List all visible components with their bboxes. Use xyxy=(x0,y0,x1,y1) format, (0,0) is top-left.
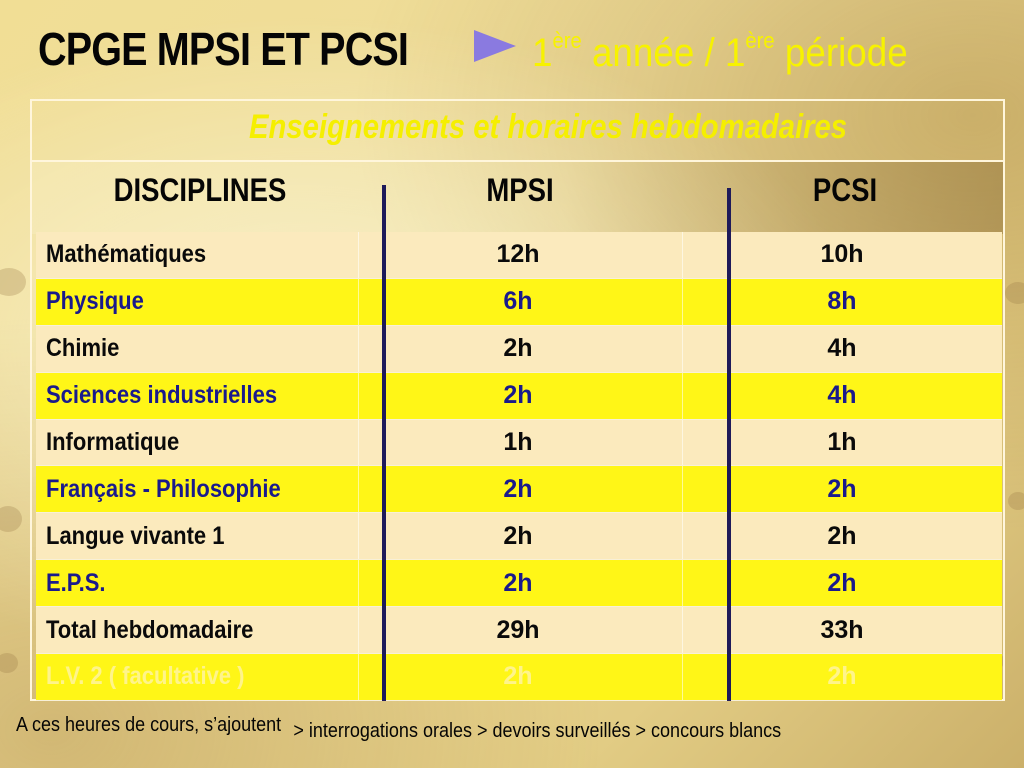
mpsi-hours-cell: 6h xyxy=(503,287,533,316)
decorative-dot xyxy=(1005,282,1024,304)
table-row: Français - Philosophie 2h 2h xyxy=(36,466,1002,514)
column-header-mpsi: MPSI xyxy=(486,172,554,208)
period-num2: 1 xyxy=(724,31,746,75)
mpsi-hours-cell: 2h xyxy=(503,474,533,503)
cell-separator xyxy=(682,560,683,607)
pcsi-hours-cell: 10h xyxy=(820,240,864,269)
cell-separator xyxy=(358,560,359,607)
table-row: E.P.S. 2h 2h xyxy=(36,560,1002,608)
schedule-table: Mathématiques 12h 10h Physique 6h 8h Chimie 2h 4… xyxy=(36,232,1002,701)
table-row: Total hebdomadaire 29h 33h xyxy=(36,607,1002,655)
pcsi-hours-cell: 4h xyxy=(827,381,857,410)
cell-separator xyxy=(358,372,359,419)
decorative-dot xyxy=(1008,492,1024,510)
mpsi-hours-cell: 29h xyxy=(496,615,540,644)
slide-title: CPGE MPSI ET PCSI xyxy=(38,23,409,75)
cell-separator xyxy=(358,466,359,513)
cell-separator xyxy=(682,372,683,419)
cell-separator xyxy=(682,654,683,700)
discipline-cell: Chimie xyxy=(46,334,120,363)
cell-separator xyxy=(358,607,359,654)
table-row: Chimie 2h 4h xyxy=(36,325,1002,373)
discipline-cell: Sciences industrielles xyxy=(46,381,278,410)
cell-separator xyxy=(358,654,359,700)
discipline-cell: Informatique xyxy=(46,428,180,456)
cell-separator xyxy=(682,278,683,325)
decorative-dot xyxy=(0,268,26,296)
table-row: Physique 6h 8h xyxy=(36,278,1002,326)
mpsi-hours-cell: 1h xyxy=(503,428,533,456)
discipline-cell: Total hebdomadaire xyxy=(46,615,254,644)
pcsi-hours-cell: 2h xyxy=(827,474,857,503)
pcsi-hours-cell: 2h xyxy=(827,568,857,597)
cell-separator xyxy=(682,466,683,513)
table-row: L.V. 2 ( facultative ) 2h 2h xyxy=(36,654,1002,701)
discipline-cell: Français - Philosophie xyxy=(46,474,281,503)
period-sup2: ère xyxy=(745,28,775,53)
discipline-cell: Mathématiques xyxy=(46,240,207,269)
slide-heading: CPGE MPSI ET PCSI 1ère année / 1ère péri… xyxy=(0,22,1024,86)
column-divider xyxy=(382,185,386,701)
period-num1: 1 xyxy=(532,31,553,75)
footer-items: > interrogations orales > devoirs survei… xyxy=(293,720,782,742)
pcsi-hours-cell: 4h xyxy=(827,334,857,363)
pcsi-hours-cell: 2h xyxy=(827,662,857,691)
mpsi-hours-cell: 12h xyxy=(496,240,540,269)
slide-subtitle-period: 1ère année / 1ère période xyxy=(532,28,908,76)
column-divider xyxy=(727,188,731,701)
table-header-band xyxy=(32,160,1003,234)
cell-separator xyxy=(358,325,359,372)
cell-separator xyxy=(358,232,359,278)
column-header-pcsi: PCSI xyxy=(812,172,878,208)
mpsi-hours-cell: 2h xyxy=(503,662,533,691)
discipline-cell: E.P.S. xyxy=(46,568,106,597)
period-sup1: ère xyxy=(552,28,582,53)
cell-separator xyxy=(682,325,683,372)
cell-separator xyxy=(358,419,359,466)
mpsi-hours-cell: 2h xyxy=(503,334,533,363)
column-header-disciplines: DISCIPLINES xyxy=(113,172,287,208)
cell-separator xyxy=(682,419,683,466)
decorative-dot xyxy=(0,506,22,532)
cell-separator xyxy=(682,513,683,560)
pcsi-hours-cell: 8h xyxy=(827,287,857,316)
cell-separator xyxy=(358,513,359,560)
cell-separator xyxy=(358,278,359,325)
period-mid: année / xyxy=(581,31,725,75)
mpsi-hours-cell: 2h xyxy=(503,568,533,597)
table-row: Langue vivante 1 2h 2h xyxy=(36,513,1002,561)
pcsi-hours-cell: 1h xyxy=(827,428,857,456)
footer-note: A ces heures de cours, s’ajoutent > inte… xyxy=(16,714,781,742)
mpsi-hours-cell: 2h xyxy=(503,521,533,550)
pcsi-hours-cell: 2h xyxy=(827,521,857,550)
table-caption: Enseignements et horaires hebdomadaires xyxy=(249,108,847,146)
discipline-cell: Physique xyxy=(46,287,144,316)
discipline-cell: L.V. 2 ( facultative ) xyxy=(46,662,245,691)
table-row: Sciences industrielles 2h 4h xyxy=(36,372,1002,420)
pcsi-hours-cell: 33h xyxy=(820,615,864,644)
decorative-dot xyxy=(0,653,18,673)
right-triangle-arrow-icon xyxy=(474,30,516,62)
discipline-cell: Langue vivante 1 xyxy=(46,521,225,550)
table-row: Informatique 1h 1h xyxy=(36,419,1002,467)
cell-separator xyxy=(682,607,683,654)
footer-lead: A ces heures de cours, s’ajoutent xyxy=(16,714,282,736)
period-end: période xyxy=(774,31,908,75)
cell-separator xyxy=(682,232,683,278)
mpsi-hours-cell: 2h xyxy=(503,381,533,410)
table-row: Mathématiques 12h 10h xyxy=(36,232,1002,279)
